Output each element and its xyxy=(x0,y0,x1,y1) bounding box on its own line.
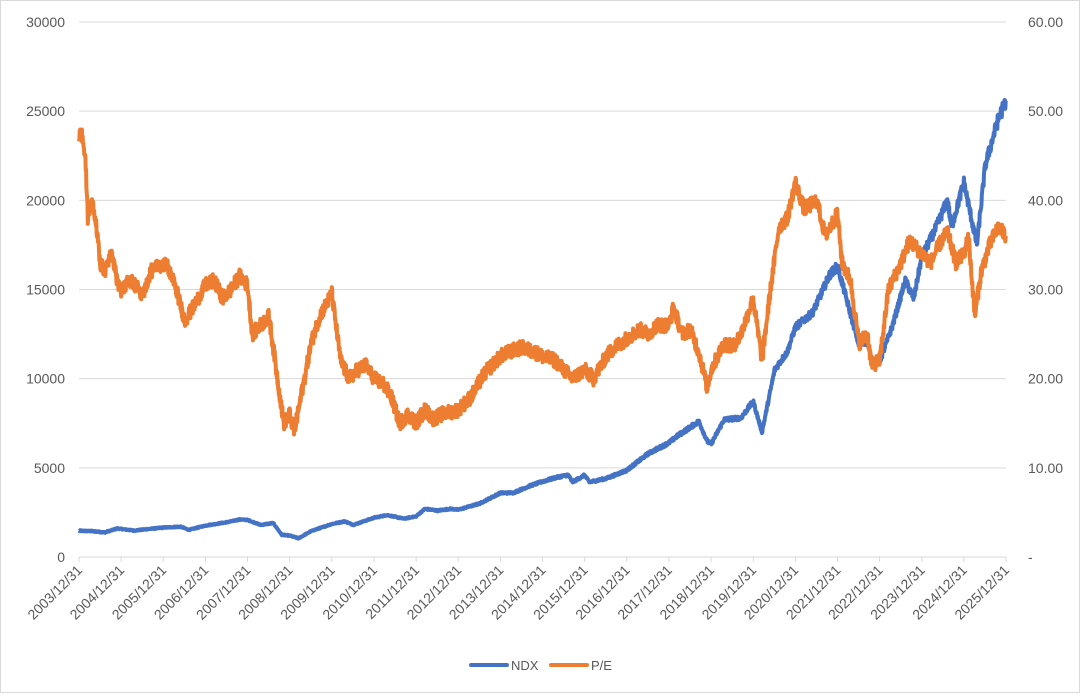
legend-label: NDX xyxy=(511,658,539,673)
left-tick-label: 5000 xyxy=(34,460,65,476)
left-tick-label: 20000 xyxy=(26,192,65,208)
left-tick-label: 25000 xyxy=(26,103,65,119)
left-tick-label: 10000 xyxy=(26,371,65,387)
right-tick-label: 40.00 xyxy=(1028,192,1063,208)
right-tick-label: - xyxy=(1028,549,1033,565)
right-y-axis: - 10.00 20.00 30.00 40.00 50.00 60.00 xyxy=(1028,14,1063,565)
right-tick-label: 60.00 xyxy=(1028,14,1063,30)
right-tick-label: 20.00 xyxy=(1028,371,1063,387)
left-tick-label: 15000 xyxy=(26,282,65,298)
right-tick-label: 30.00 xyxy=(1028,282,1063,298)
x-axis: 2003/12/312004/12/312005/12/312006/12/31… xyxy=(24,557,1012,623)
left-tick-label: 0 xyxy=(57,549,65,565)
series-line-pe xyxy=(77,127,1008,437)
right-tick-label: 50.00 xyxy=(1028,103,1063,119)
series-lines xyxy=(77,98,1008,541)
series-line-ndx xyxy=(77,98,1008,541)
legend-label: P/E xyxy=(591,658,612,673)
right-tick-label: 10.00 xyxy=(1028,460,1063,476)
left-y-axis: 0 5000 10000 15000 20000 25000 30000 xyxy=(26,14,65,565)
legend: NDX P/E xyxy=(469,658,612,673)
left-tick-label: 30000 xyxy=(26,14,65,30)
